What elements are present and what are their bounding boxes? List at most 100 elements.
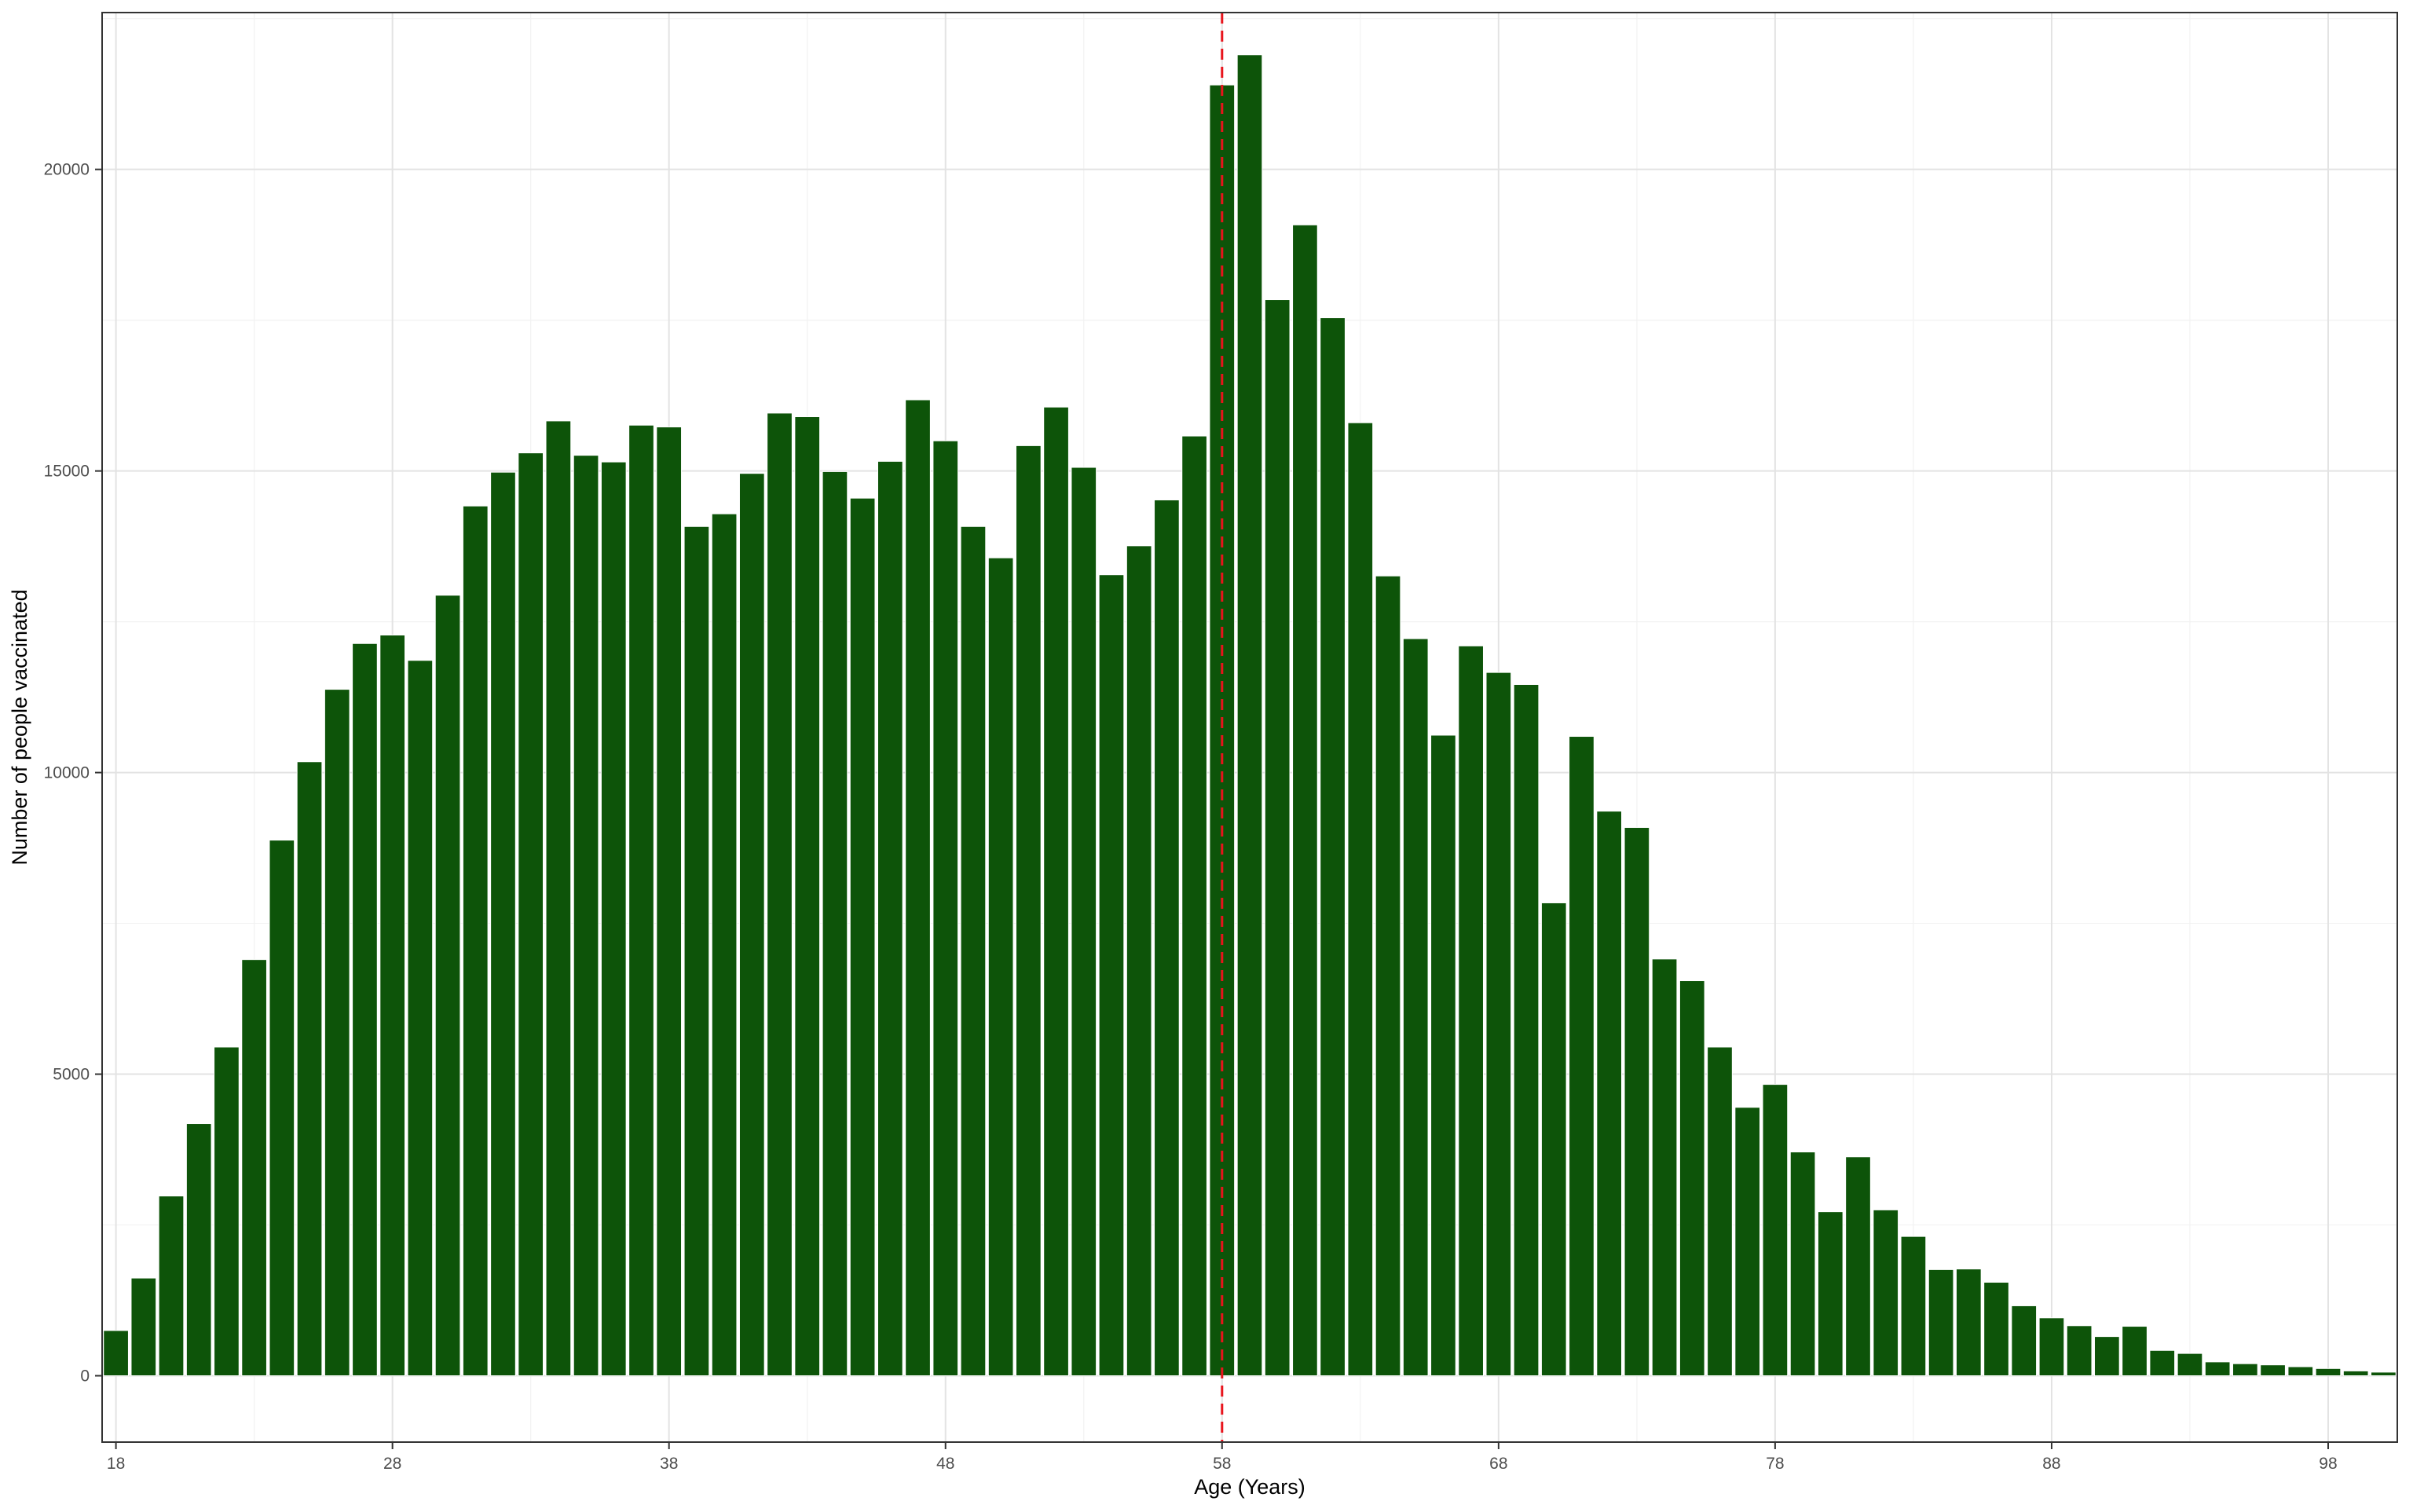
bar (1540, 902, 1567, 1377)
x-axis: 18 28 38 48 58 68 78 88 98 (107, 1442, 2338, 1473)
bar (296, 761, 323, 1377)
x-tick-label: 48 (936, 1455, 954, 1473)
bar (2315, 1367, 2342, 1377)
y-tick-label: 20000 (44, 161, 90, 179)
x-tick-label: 58 (1213, 1455, 1231, 1473)
bar (1485, 672, 1512, 1377)
bar (1707, 1046, 1733, 1377)
bar (1873, 1209, 1899, 1377)
bar (1071, 467, 1097, 1377)
bar (2177, 1353, 2203, 1377)
bar (214, 1046, 240, 1377)
bar (1928, 1269, 1954, 1377)
bar (2260, 1364, 2286, 1377)
x-tick-label: 98 (2319, 1455, 2337, 1473)
bar (905, 399, 931, 1377)
bar (185, 1123, 212, 1377)
y-tick-label: 15000 (44, 463, 90, 481)
bar (1651, 958, 1678, 1377)
bar (2038, 1317, 2065, 1377)
bar (1402, 638, 1429, 1377)
bar (1154, 499, 1180, 1377)
bar (656, 427, 683, 1377)
bar (573, 455, 599, 1377)
bar (1126, 545, 1152, 1377)
bar (2232, 1363, 2258, 1377)
bar (1320, 317, 1346, 1377)
bar (1347, 422, 1374, 1377)
bar (2287, 1366, 2314, 1377)
x-tick-label: 28 (383, 1455, 401, 1473)
bar (738, 473, 765, 1377)
bar (932, 440, 959, 1377)
bar (130, 1277, 157, 1377)
bar (1762, 1084, 1789, 1377)
bar (600, 461, 627, 1377)
bar (987, 557, 1014, 1377)
bar (1513, 683, 1540, 1377)
x-tick-label: 68 (1489, 1455, 1507, 1473)
y-tick-label: 10000 (44, 764, 90, 782)
bar (1043, 406, 1069, 1377)
bar (379, 635, 405, 1377)
bar (518, 452, 544, 1377)
bar (407, 660, 434, 1377)
bar (2094, 1336, 2120, 1377)
bar (269, 840, 295, 1377)
bar (849, 497, 876, 1377)
bar (1458, 645, 1484, 1377)
y-tick-label: 5000 (53, 1066, 90, 1084)
bar (241, 959, 267, 1377)
bar (1679, 980, 1705, 1377)
y-tick-label: 0 (80, 1367, 90, 1386)
bar (683, 525, 710, 1377)
bar (1900, 1236, 1927, 1377)
x-tick-label: 38 (660, 1455, 678, 1473)
bar (1596, 811, 1623, 1377)
bar (1098, 574, 1125, 1377)
bar (324, 689, 350, 1377)
bar (711, 513, 738, 1377)
bar (877, 460, 903, 1377)
bar (2204, 1361, 2231, 1377)
bar (1983, 1281, 2009, 1377)
bar (1236, 54, 1263, 1377)
bar (794, 416, 821, 1377)
bar (960, 525, 987, 1377)
bar (822, 470, 848, 1377)
bar (1624, 826, 1650, 1377)
y-axis-title: Number of people vaccinated (8, 589, 31, 865)
bar (1181, 435, 1207, 1377)
bar (2011, 1305, 2038, 1377)
bars (103, 54, 2397, 1377)
bar (1292, 224, 1318, 1377)
x-tick-label: 18 (107, 1455, 125, 1473)
bar (1375, 575, 1401, 1377)
bar (490, 471, 516, 1377)
bar (2122, 1326, 2148, 1377)
bar (1789, 1151, 1816, 1377)
bar (434, 595, 461, 1377)
bar (1209, 84, 1236, 1377)
bar (1734, 1107, 1761, 1377)
bar (462, 505, 489, 1377)
bar (767, 412, 793, 1377)
bar (545, 420, 572, 1377)
bar (2149, 1349, 2176, 1377)
bar (628, 424, 654, 1377)
bar (2342, 1370, 2369, 1377)
bar (352, 643, 378, 1377)
bar (1016, 445, 1042, 1377)
y-axis: 0 5000 10000 15000 20000 (44, 161, 102, 1386)
bar (1817, 1211, 1844, 1377)
bar (1955, 1269, 1982, 1377)
bar (1430, 734, 1456, 1377)
bar (1264, 299, 1291, 1377)
x-axis-title: Age (Years) (1194, 1475, 1305, 1499)
bar (1845, 1156, 1871, 1377)
x-tick-label: 88 (2042, 1455, 2060, 1473)
bar (2371, 1371, 2397, 1377)
x-tick-label: 78 (1766, 1455, 1784, 1473)
